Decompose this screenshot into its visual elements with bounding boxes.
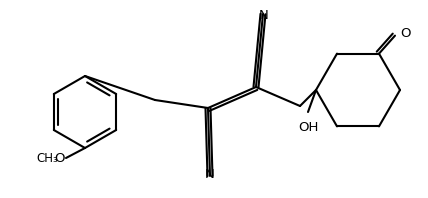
Text: N: N [205, 168, 215, 181]
Text: OH: OH [298, 121, 318, 134]
Text: CH₃: CH₃ [36, 151, 58, 165]
Text: N: N [259, 9, 269, 22]
Text: O: O [400, 27, 410, 40]
Text: O: O [54, 151, 65, 165]
